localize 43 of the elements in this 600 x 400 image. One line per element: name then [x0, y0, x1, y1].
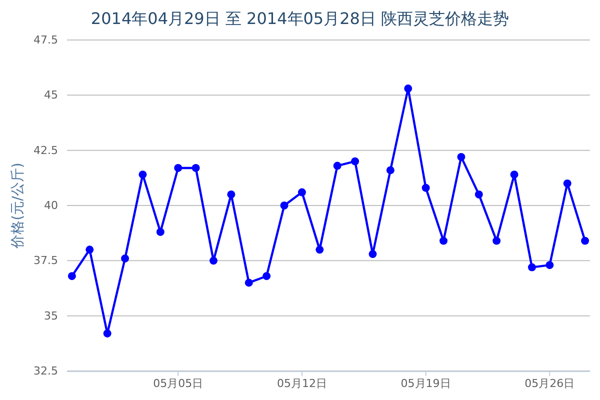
- point: [156, 228, 164, 236]
- y-tick-label: 37.5: [34, 254, 58, 268]
- point: [581, 236, 590, 245]
- point: [103, 330, 112, 338]
- y-tick-label: 47.5: [34, 34, 58, 47]
- x-tick-label: 05月26日: [524, 376, 575, 390]
- point: [386, 166, 394, 174]
- point: [316, 246, 324, 254]
- point: [563, 179, 572, 188]
- point: [404, 84, 412, 93]
- point: [492, 236, 501, 245]
- point: [333, 162, 342, 170]
- point: [244, 278, 253, 287]
- point: [68, 272, 76, 280]
- point: [422, 184, 430, 192]
- point: [174, 164, 182, 172]
- point: [210, 256, 218, 265]
- y-tick-label: 45: [44, 88, 58, 102]
- point: [138, 170, 147, 179]
- point: [227, 190, 236, 198]
- point: [528, 263, 536, 272]
- point: [298, 188, 306, 196]
- point: [457, 152, 466, 161]
- x-tick-label: 05月05日: [153, 376, 204, 390]
- y-tick-label: 32.5: [34, 364, 58, 378]
- x-tick-label: 05月12日: [276, 376, 327, 390]
- point: [440, 236, 448, 245]
- point: [192, 164, 200, 172]
- y-tick-label: 42.5: [34, 144, 58, 157]
- point: [368, 250, 377, 258]
- y-axis-title: 价格(元/公斤): [10, 162, 26, 250]
- point: [86, 246, 94, 254]
- point: [546, 261, 554, 270]
- point: [474, 190, 483, 198]
- point: [351, 157, 360, 166]
- y-tick-label: 35: [44, 309, 58, 322]
- x-tick-label: 05月19日: [400, 376, 451, 390]
- point: [262, 272, 271, 280]
- point: [121, 254, 130, 262]
- point: [510, 170, 518, 179]
- y-tick-label: 40: [44, 199, 58, 212]
- point: [280, 202, 288, 210]
- chart-title: 2014年04月29日 至 2014年05月28日 陕西灵芝价格走势: [90, 9, 510, 28]
